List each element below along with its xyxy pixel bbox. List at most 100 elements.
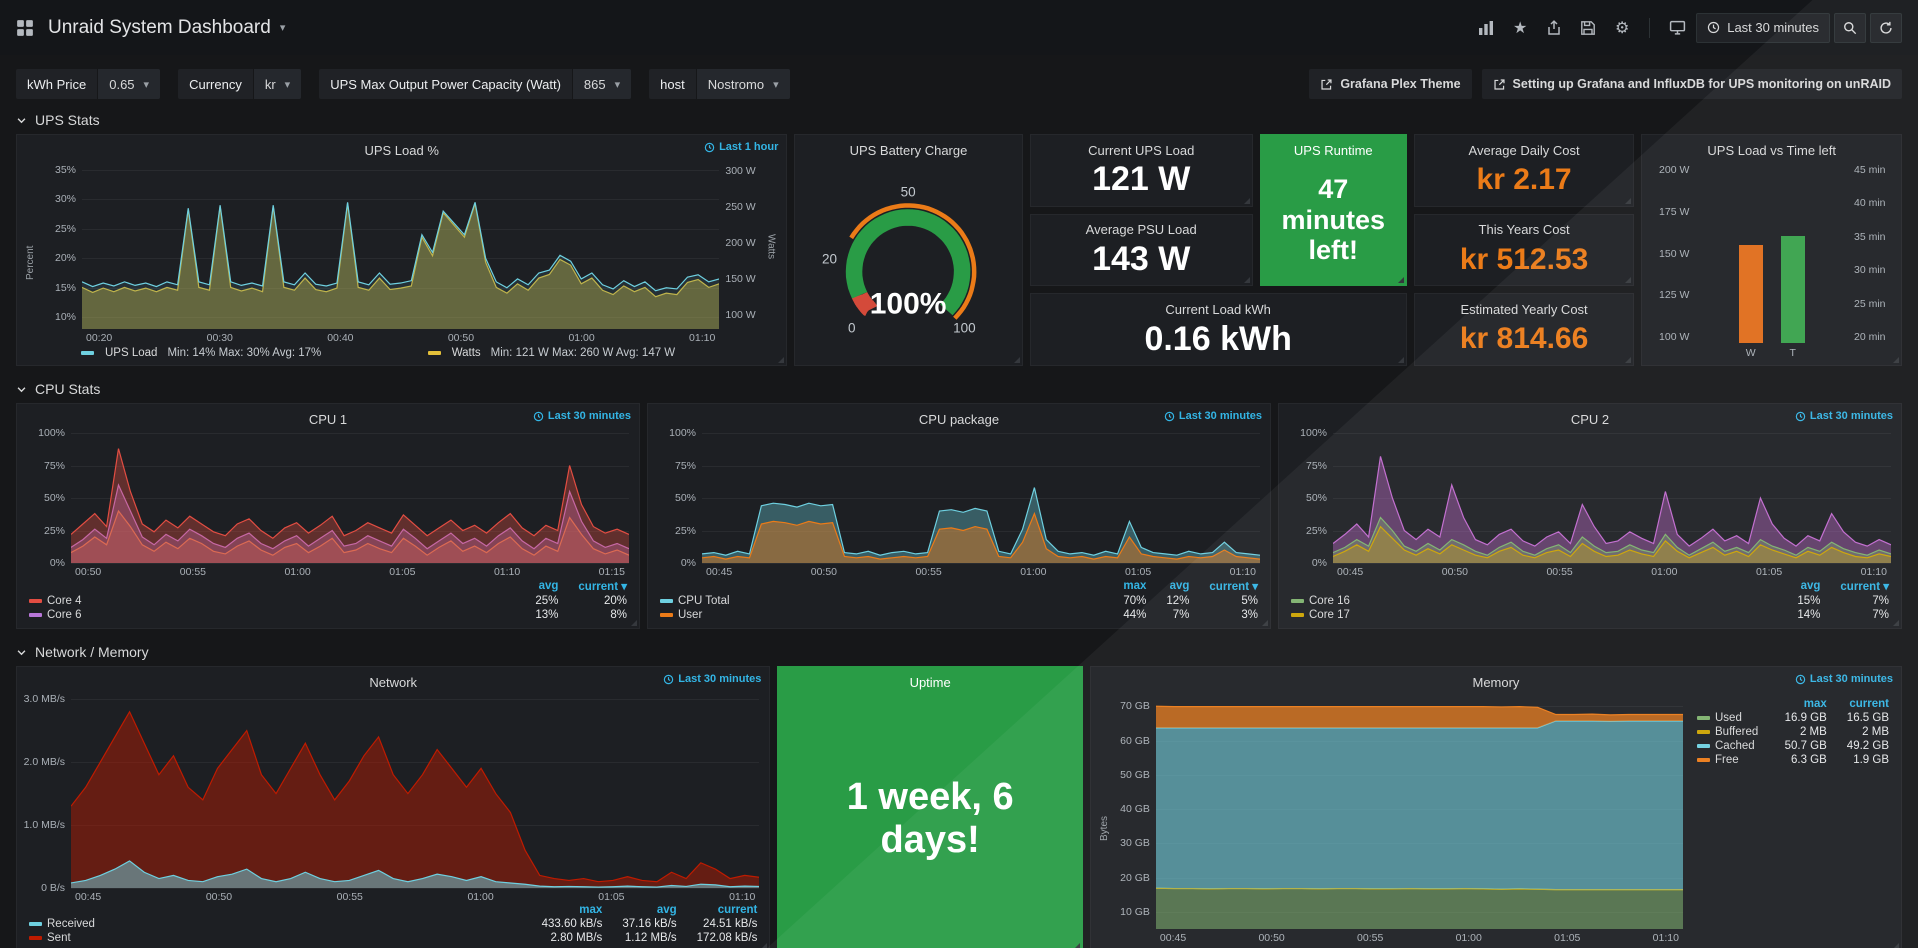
- panel-title[interactable]: Memory: [1472, 674, 1520, 690]
- settings-button[interactable]: ⚙: [1607, 13, 1637, 43]
- legend-sort-current[interactable]: current: [717, 904, 758, 916]
- legend-sort-current[interactable]: current: [1849, 698, 1889, 710]
- panel-ups-load-pct: UPS Load % Last 1 hour Percent 35% 30% 25% 2…: [16, 134, 788, 366]
- panel-time-range[interactable]: Last 30 minutes: [1795, 410, 1893, 422]
- save-icon: [1581, 20, 1596, 35]
- legend-item[interactable]: UPS Load Min: 14% Max: 30% Avg: 17%: [81, 347, 428, 359]
- legend-sort-max[interactable]: max: [1123, 580, 1147, 592]
- ups-stats-row: UPS Load % Last 1 hour Percent 35% 30% 25% 2…: [0, 134, 1918, 367]
- panel-time-range[interactable]: Last 30 minutes: [1164, 410, 1262, 422]
- legend-row[interactable]: Received 433.60 kB/s 37.16 kB/s 24.51 kB/s: [25, 917, 761, 931]
- legend-sort-max[interactable]: max: [1803, 698, 1827, 710]
- add-panel-button[interactable]: [1471, 13, 1501, 43]
- refresh-button[interactable]: [1870, 12, 1902, 43]
- legend-row[interactable]: Buffered 2 MB 2 MB: [1693, 725, 1893, 739]
- section-title: CPU Stats: [35, 381, 101, 397]
- variable-label: host: [660, 76, 685, 92]
- monitor-icon: [1669, 20, 1685, 35]
- panel-title[interactable]: Current Load kWh: [1165, 301, 1271, 317]
- legend-row[interactable]: Used 16.9 GB 16.5 GB: [1693, 711, 1893, 725]
- panel-title[interactable]: UPS Battery Charge: [849, 142, 968, 158]
- external-link-icon: [1493, 78, 1505, 90]
- panel-time-range[interactable]: Last 1 hour: [704, 141, 778, 153]
- legend-row[interactable]: Sent 2.80 MB/s 1.12 MB/s 172.08 kB/s: [25, 931, 761, 945]
- cpu-package-chart[interactable]: 100% 75% 50% 25% 0% 00:45 00:50 00:55 01:00 01:05…: [656, 427, 1262, 579]
- legend-sort-current[interactable]: current ▾: [1840, 581, 1889, 593]
- time-range-button[interactable]: Last 30 minutes: [1696, 12, 1830, 43]
- legend-sort-current[interactable]: current ▾: [1209, 581, 1258, 593]
- legend-row[interactable]: Core 6 13% 8%: [25, 608, 631, 622]
- variable-value-dropdown[interactable]: 865 ▾: [571, 69, 632, 99]
- panel-title[interactable]: This Years Cost: [1478, 222, 1570, 238]
- clock-icon: [704, 142, 715, 152]
- clock-icon: [533, 411, 544, 421]
- section-ups-stats[interactable]: UPS Stats: [0, 105, 1918, 134]
- dash-link-grafana-plex-theme[interactable]: Grafana Plex Theme: [1309, 69, 1472, 99]
- legend-sort-avg[interactable]: avg: [656, 904, 677, 916]
- legend-row[interactable]: User 44% 7% 3%: [656, 608, 1262, 622]
- variable-label: kWh Price: [27, 76, 87, 92]
- legend-item[interactable]: Watts Min: 121 W Max: 260 W Avg: 147 W: [427, 347, 775, 359]
- variable-value-dropdown[interactable]: 0.65 ▾: [97, 69, 161, 99]
- panel-title[interactable]: Average PSU Load: [1085, 222, 1197, 238]
- panel-title[interactable]: CPU 1: [308, 411, 348, 427]
- panel-title[interactable]: Current UPS Load: [1088, 142, 1195, 158]
- stat-value: 1 week, 6 days!: [846, 775, 1014, 861]
- panel-title[interactable]: CPU 2: [1570, 411, 1610, 427]
- dash-link-ups-monitoring-guide[interactable]: Setting up Grafana and InfluxDB for UPS …: [1481, 69, 1902, 99]
- navbar: Unraid System Dashboard ▾ ★ ⚙ Last 30 mi…: [0, 0, 1918, 55]
- variable-value-dropdown[interactable]: Nostromo ▾: [695, 69, 790, 99]
- search-button[interactable]: [1834, 12, 1866, 43]
- caret-down-icon: ▾: [143, 78, 150, 91]
- panel-cpu-2: CPU 2 Last 30 minutes 100% 75% 50% 25% 0% 00:…: [1278, 403, 1902, 629]
- legend-sort-current[interactable]: current ▾: [578, 581, 627, 593]
- bar-chart-icon: [1479, 20, 1494, 35]
- panel-title[interactable]: UPS Load %: [364, 142, 439, 158]
- panel-title[interactable]: CPU package: [918, 411, 1000, 427]
- panel-title[interactable]: Uptime: [909, 674, 951, 690]
- panel-time-range[interactable]: Last 30 minutes: [663, 673, 761, 685]
- save-button[interactable]: [1573, 13, 1603, 43]
- cycle-view-button[interactable]: [1662, 13, 1692, 43]
- panel-uptime: Uptime 1 week, 6 days!: [777, 666, 1083, 948]
- dashboard-title-dropdown[interactable]: Unraid System Dashboard ▾: [48, 17, 285, 39]
- legend-row[interactable]: Cached 50.7 GB 49.2 GB: [1693, 739, 1893, 753]
- panel-title[interactable]: Average Daily Cost: [1468, 142, 1580, 158]
- legend-row[interactable]: Core 16 15% 7%: [1287, 594, 1893, 608]
- panel-title[interactable]: UPS Load vs Time left: [1707, 142, 1837, 158]
- star-button[interactable]: ★: [1505, 13, 1535, 43]
- stat-value: 143 W: [1092, 239, 1191, 278]
- ups-load-chart[interactable]: Percent 35% 30% 25% 20% 15% 10% 00:20 00:30 00:40…: [25, 163, 777, 344]
- network-chart[interactable]: 3.0 MB/s 2.0 MB/s 1.0 MB/s 0 B/s 00:45 00:50 0…: [24, 692, 761, 904]
- section-cpu-stats[interactable]: CPU Stats: [0, 374, 1918, 403]
- cpu1-chart[interactable]: 100% 75% 50% 25% 0% 00:50 00:55 01:00 01:05 01:10…: [25, 427, 631, 579]
- legend-sort-avg[interactable]: avg: [1800, 580, 1821, 592]
- variable-currency: Currency kr ▾: [178, 69, 302, 99]
- svg-text:100: 100: [953, 320, 976, 335]
- panel-time-range[interactable]: Last 30 minutes: [1795, 673, 1893, 685]
- template-variables: kWh Price 0.65 ▾ Currency kr ▾ UPS Max Out…: [16, 69, 790, 99]
- apps-grid-icon[interactable]: [16, 19, 34, 37]
- cpu2-chart[interactable]: 100% 75% 50% 25% 0% 00:45 00:50 00:55 01:00 01:05…: [1287, 427, 1893, 579]
- svg-text:0: 0: [848, 320, 856, 335]
- legend-row[interactable]: CPU Total 70% 12% 5%: [656, 594, 1262, 608]
- panel-title[interactable]: Network: [369, 674, 418, 690]
- legend-row[interactable]: Core 17 14% 7%: [1287, 608, 1893, 622]
- panel-title[interactable]: UPS Runtime: [1293, 142, 1373, 158]
- legend-sort-avg[interactable]: avg: [1169, 580, 1190, 592]
- legend-row[interactable]: Free 6.3 GB 1.9 GB: [1693, 753, 1893, 767]
- dashboard-title: Unraid System Dashboard: [48, 16, 271, 38]
- memory-chart[interactable]: Bytes 70 GB 60 GB 50 GB 40 GB 30 GB 20 GB 10 GB…: [1099, 692, 1685, 945]
- share-button[interactable]: [1539, 13, 1569, 43]
- panel-time-range[interactable]: Last 30 minutes: [533, 410, 631, 422]
- panel-title[interactable]: Estimated Yearly Cost: [1460, 301, 1588, 317]
- section-network-memory[interactable]: Network / Memory: [0, 637, 1918, 666]
- legend-row[interactable]: Core 4 25% 20%: [25, 594, 631, 608]
- panel-average-daily-cost: Average Daily Cost kr 2.17: [1413, 134, 1635, 207]
- legend-sort-avg[interactable]: avg: [538, 580, 559, 592]
- stat-value: 121 W: [1092, 160, 1191, 199]
- variable-value-dropdown[interactable]: kr ▾: [252, 69, 302, 99]
- caret-down-icon: ▾: [773, 78, 779, 91]
- variable-label: UPS Max Output Power Capacity (Watt): [330, 76, 561, 92]
- legend-sort-max[interactable]: max: [579, 904, 603, 916]
